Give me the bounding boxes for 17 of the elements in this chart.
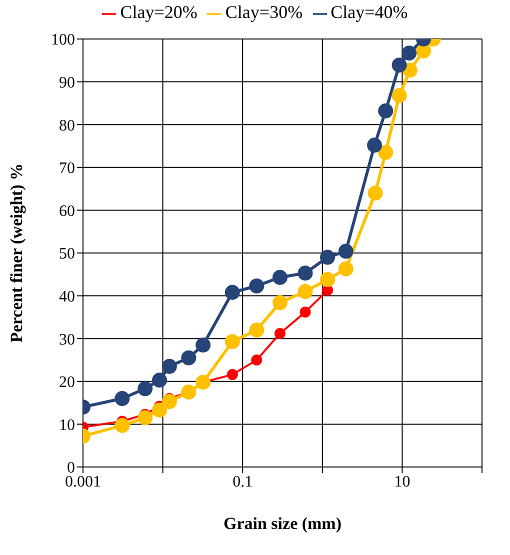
y-tick-label: 100 — [51, 32, 75, 49]
y-tick-label: 40 — [59, 288, 75, 306]
x-tick-label: 0.1 — [232, 473, 253, 490]
y-tick-label: 20 — [59, 374, 75, 392]
legend-label: Clay=40% — [330, 2, 408, 22]
y-tick-label: 70 — [59, 160, 75, 178]
legend-label: Clay=30% — [225, 2, 303, 22]
y-tick-label: 80 — [59, 117, 75, 134]
y-axis-title: Percent finer (weight) % — [7, 163, 26, 343]
y-tick-label: 50 — [59, 246, 75, 263]
x-tick-label: 10 — [394, 473, 410, 490]
legend-label: Clay=20% — [120, 2, 198, 22]
y-tick-label: 30 — [59, 331, 75, 348]
y-tick-label: 90 — [59, 74, 75, 92]
y-tick-label: 60 — [59, 202, 75, 220]
x-axis-title: Grain size (mm) — [223, 514, 342, 533]
y-tick-label: 10 — [59, 416, 75, 434]
